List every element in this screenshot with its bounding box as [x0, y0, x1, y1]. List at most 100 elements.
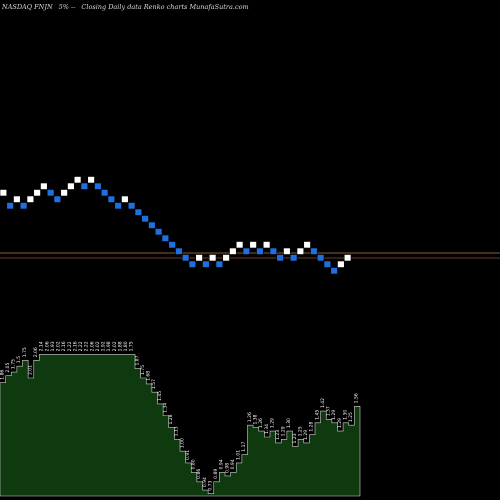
renko-brick-2 [13, 195, 21, 203]
renko-brick-32 [215, 260, 224, 268]
volume-label-5: 2.01 [28, 365, 34, 375]
volume-label-37: 0.73 [208, 480, 214, 490]
volume-label-33: 0.91 [185, 450, 191, 460]
renko-brick-24 [161, 234, 170, 242]
volume-label-28: 1.45 [157, 391, 163, 401]
renko-brick-11 [73, 176, 82, 184]
renko-brick-23 [154, 228, 163, 236]
volume-label-43: 1.17 [241, 442, 247, 452]
volume-area [0, 354, 361, 497]
volume-label-7: 2.14 [39, 341, 45, 351]
volume-label-3: 1.5 [16, 356, 22, 363]
renko-brick-14 [94, 182, 102, 190]
renko-brick-45 [303, 241, 311, 249]
volume-label-38: 0.89 [213, 469, 219, 479]
renko-brick-15 [100, 189, 109, 197]
volume-label-16: 2.06 [89, 341, 95, 351]
renko-brick-12 [80, 182, 89, 190]
renko-brick-33 [222, 254, 230, 262]
volume-label-52: 1.23 [292, 433, 298, 443]
renko-brick-7 [46, 189, 55, 197]
renko-brick-51 [343, 254, 352, 262]
volume-label-60: 1.29 [337, 418, 343, 428]
volume-label-56: 1.45 [314, 410, 320, 420]
volume-label-26: 1.68 [146, 371, 152, 381]
renko-brick-1 [6, 202, 14, 210]
volume-label-0: 1.86 [0, 370, 5, 380]
volume-label-13: 2.16 [73, 341, 79, 351]
volume-label-46: 1.26 [258, 418, 264, 428]
renko-brick-25 [168, 241, 176, 249]
renko-brick-17 [114, 202, 122, 210]
renko-brick-37 [249, 241, 257, 249]
renko-brick-22 [148, 221, 156, 229]
renko-brick-38 [256, 247, 264, 255]
renko-brick-39 [262, 241, 271, 249]
volume-label-55: 1.28 [309, 421, 315, 431]
renko-brick-3 [19, 202, 28, 210]
renko-brick-29 [195, 254, 203, 262]
volume-label-40: 0.98 [224, 463, 230, 473]
renko-brick-10 [67, 182, 75, 190]
volume-label-22: 1.80 [123, 341, 129, 351]
renko-brick-0 [0, 189, 8, 197]
volume-label-50: 1.29 [281, 426, 287, 436]
renko-brick-40 [269, 247, 278, 255]
volume-label-24: 1.87 [134, 355, 140, 365]
volume-label-17: 2.02 [95, 341, 101, 351]
renko-brick-42 [283, 247, 291, 255]
volume-label-44: 1.26 [247, 412, 253, 422]
renko-brick-41 [276, 254, 284, 262]
volume-label-53: 1.25 [298, 426, 304, 436]
volume-label-20: 2.02 [112, 341, 118, 351]
renko-brick-5 [33, 189, 41, 197]
volume-labels: 1.862.05 1.75 1.51.752.012.062.14 2.06 1.93 2… [0, 341, 360, 490]
renko-brick-8 [53, 195, 62, 203]
volume-label-25: 1.75 [140, 365, 146, 375]
volume-label-27: 1.57 [151, 379, 157, 389]
renko-brick-46 [310, 247, 318, 255]
volume-label-62: 1.25 [348, 412, 354, 422]
renko-brick-49 [330, 267, 338, 275]
volume-label-19: 1.98 [106, 341, 112, 351]
volume-label-59: 1.29 [331, 410, 337, 420]
volume-label-6: 2.06 [33, 347, 39, 357]
renko-brick-30 [202, 260, 210, 268]
renko-bricks [0, 176, 352, 275]
renko-brick-44 [296, 247, 305, 255]
volume-label-9: 1.93 [50, 341, 56, 351]
volume-label-51: 1.30 [286, 418, 292, 428]
volume-label-4: 1.75 [22, 347, 28, 357]
volume-label-18: 1.92 [101, 341, 107, 351]
renko-brick-50 [337, 260, 345, 268]
renko-brick-9 [60, 189, 68, 197]
renko-brick-47 [316, 254, 325, 262]
renko-brick-35 [235, 241, 244, 249]
volume-label-58: 1.37 [326, 406, 332, 416]
renko-brick-27 [181, 254, 190, 262]
volume-label-39: 0.94 [219, 459, 225, 469]
volume-label-12: 2.22 [67, 341, 73, 351]
volume-label-1: 2.05 [5, 362, 11, 372]
renko-brick-34 [229, 247, 237, 255]
renko-brick-18 [121, 195, 129, 203]
renko-brick-43 [289, 254, 298, 262]
renko-brick-21 [141, 215, 149, 223]
volume-label-36: 0.94 [202, 477, 208, 487]
volume-label-11: 2.16 [61, 341, 67, 351]
renko-brick-36 [242, 247, 251, 255]
volume-label-2: 1.75 [11, 359, 17, 369]
volume-label-23: 1.75 [129, 341, 135, 351]
volume-label-14: 2.22 [78, 341, 84, 351]
volume-label-42: 1.01 [236, 450, 242, 460]
volume-label-49: 1.23 [275, 430, 281, 440]
volume-label-15: 2.22 [84, 341, 90, 351]
volume-label-47: 1.34 [264, 424, 270, 434]
volume-label-45: 1.38 [253, 414, 259, 424]
volume-label-35: 0.86 [196, 469, 202, 479]
renko-brick-19 [127, 202, 136, 210]
renko-brick-31 [208, 254, 217, 262]
renko-brick-20 [134, 208, 143, 216]
symbol-label: NASDAQ FNJN [2, 3, 53, 11]
